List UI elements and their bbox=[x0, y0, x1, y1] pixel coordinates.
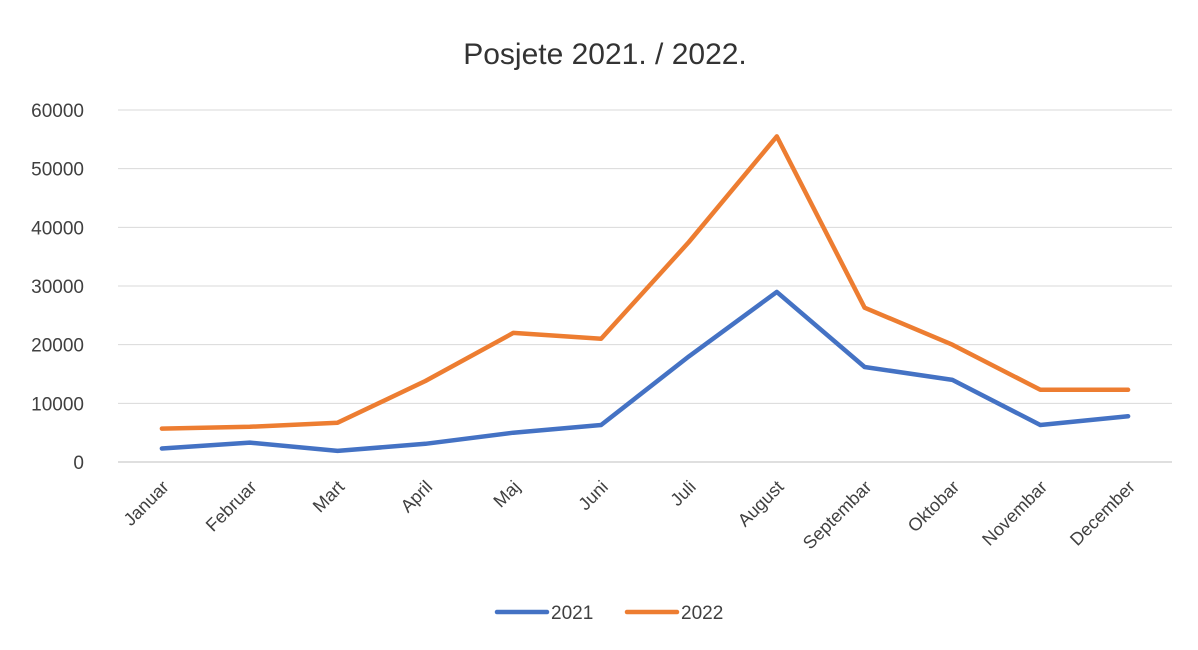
data-point bbox=[160, 426, 164, 430]
data-point bbox=[599, 423, 603, 427]
data-point bbox=[248, 425, 252, 429]
x-tick-label: Juli bbox=[667, 477, 700, 510]
x-tick-label: Juni bbox=[574, 477, 611, 514]
data-point bbox=[862, 365, 866, 369]
y-tick-label: 10000 bbox=[31, 394, 84, 415]
data-point bbox=[511, 430, 515, 434]
y-tick-label: 0 bbox=[73, 453, 84, 474]
y-tick-label: 50000 bbox=[31, 160, 84, 181]
data-point bbox=[160, 446, 164, 450]
x-tick-label: Septembar bbox=[799, 477, 875, 553]
y-axis-ticks: 0 10000 20000 30000 40000 50000 60000 bbox=[31, 101, 84, 474]
data-point bbox=[775, 134, 779, 138]
data-point bbox=[862, 306, 866, 310]
data-point bbox=[423, 442, 427, 446]
x-tick-label: Januar bbox=[120, 477, 173, 530]
legend-label: 2021 bbox=[551, 603, 593, 624]
y-tick-label: 40000 bbox=[31, 218, 84, 239]
x-tick-label: April bbox=[397, 477, 437, 517]
data-point bbox=[1126, 388, 1130, 392]
x-tick-label: Oktobar bbox=[904, 477, 963, 536]
data-point bbox=[950, 378, 954, 382]
data-point bbox=[950, 342, 954, 346]
data-point bbox=[511, 331, 515, 335]
x-tick-label: Februar bbox=[202, 477, 261, 536]
data-point bbox=[423, 379, 427, 383]
data-point bbox=[1038, 423, 1042, 427]
y-tick-label: 20000 bbox=[31, 336, 84, 357]
x-tick-label: Mart bbox=[309, 477, 349, 517]
data-point bbox=[1126, 414, 1130, 418]
data-point bbox=[775, 290, 779, 294]
x-tick-label: Maj bbox=[489, 477, 524, 512]
x-tick-label: Novembar bbox=[978, 477, 1051, 550]
data-point bbox=[1038, 388, 1042, 392]
chart-title: Posjete 2021. / 2022. bbox=[463, 38, 747, 71]
legend-label: 2022 bbox=[681, 603, 723, 624]
series-line-2022 bbox=[159, 134, 1131, 431]
legend: 2021 2022 bbox=[494, 603, 723, 624]
x-tick-label: December bbox=[1066, 477, 1139, 550]
data-point bbox=[687, 354, 691, 358]
x-axis-ticks: Januar Februar Mart April Maj Juni Juli August S… bbox=[120, 477, 1139, 553]
gridlines bbox=[118, 109, 1172, 463]
series-lines bbox=[159, 134, 1131, 454]
y-tick-label: 30000 bbox=[31, 277, 84, 298]
data-point bbox=[687, 240, 691, 244]
x-tick-label: August bbox=[734, 477, 788, 531]
data-point bbox=[335, 420, 339, 424]
data-point bbox=[335, 449, 339, 453]
data-point bbox=[248, 440, 252, 444]
y-tick-label: 60000 bbox=[31, 101, 84, 122]
series-line-2021 bbox=[159, 289, 1131, 454]
data-point bbox=[599, 337, 603, 341]
